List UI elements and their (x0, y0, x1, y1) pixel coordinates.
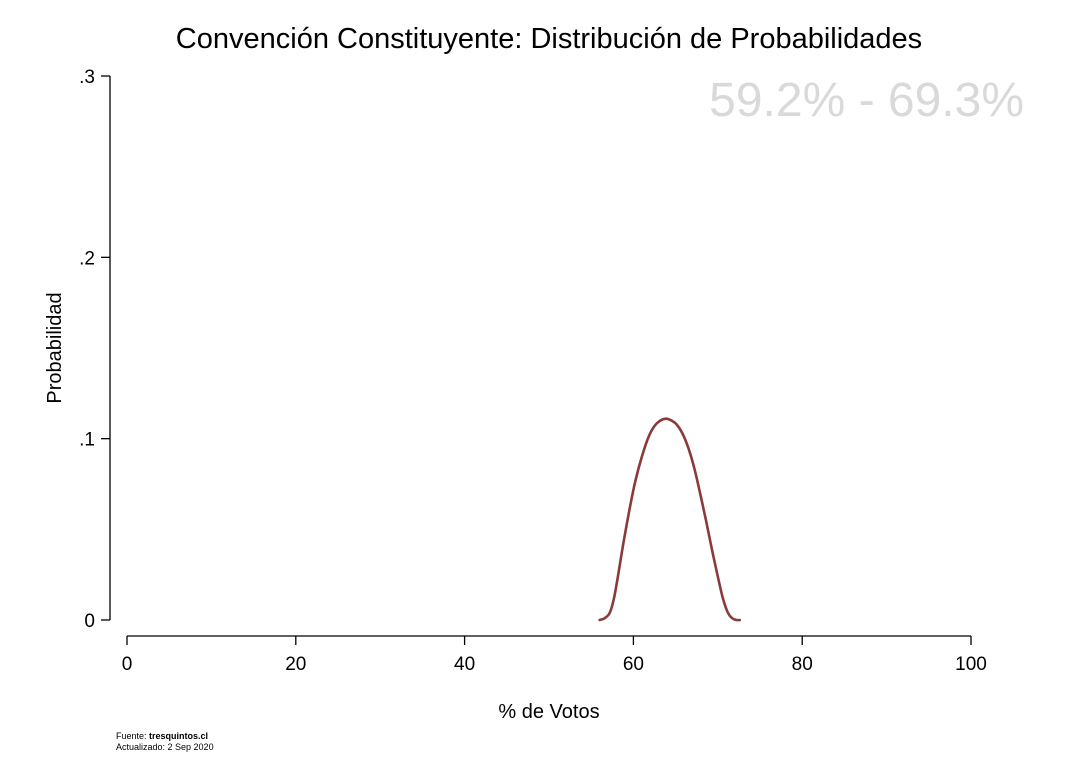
series-layer (598, 417, 742, 622)
chart-footer: Fuente: tresquintos.cl Actualizado: 2 Se… (116, 731, 214, 753)
x-tick-label: 100 (955, 654, 987, 675)
y-tick-label: .3 (79, 67, 95, 88)
source-line: Fuente: tresquintos.cl (116, 731, 214, 742)
y-axis-label: Probabilidad (44, 292, 66, 403)
y-axis: 0 .1 .2 .3 (79, 67, 111, 632)
y-tick-label: .2 (79, 248, 95, 269)
x-tick-label: 20 (285, 654, 306, 675)
chart-title: Convención Constituyente: Distribución d… (176, 23, 922, 55)
y-tick-label: .1 (79, 430, 95, 451)
x-axis-label: % de Votos (498, 701, 599, 723)
updated-line: Actualizado: 2 Sep 2020 (116, 742, 214, 752)
source-label: Fuente: (116, 731, 150, 741)
x-tick-label: 40 (454, 654, 475, 675)
x-axis: 0 20 40 60 80 100 (122, 635, 987, 675)
series-line (598, 417, 742, 622)
x-tick-label: 80 (792, 654, 813, 675)
range-annotation: 59.2% - 69.3% (709, 74, 1024, 127)
source-link: tresquintos.cl (149, 731, 209, 741)
y-tick-label: 0 (84, 611, 95, 632)
x-tick-label: 60 (623, 654, 644, 675)
x-tick-label: 0 (122, 654, 133, 675)
